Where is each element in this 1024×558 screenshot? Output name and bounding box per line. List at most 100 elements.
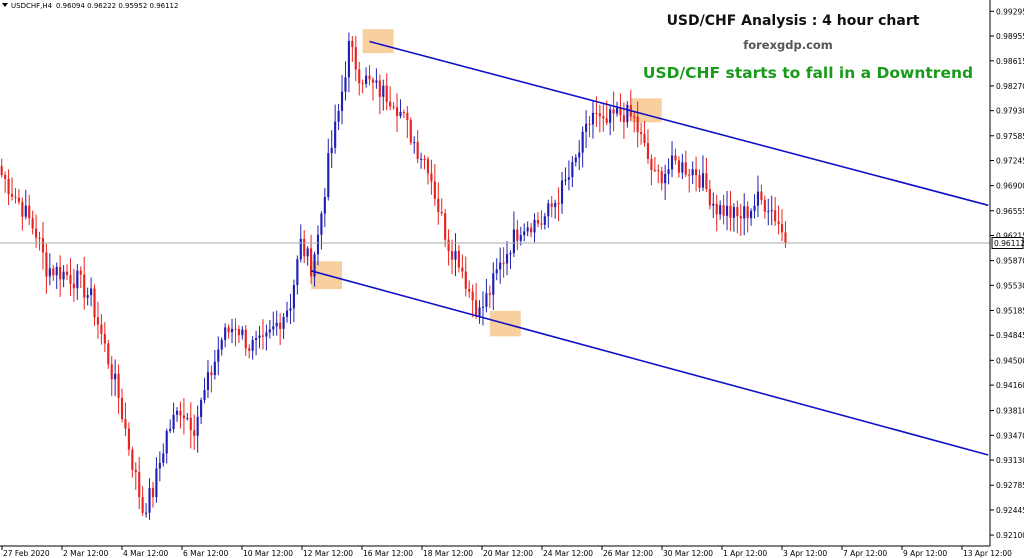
candle [695,156,698,192]
candle [86,287,89,306]
candle [285,301,289,323]
candle [430,159,433,195]
x-tick-label: 4 Mar 12:00 [123,549,169,558]
candle [492,262,495,310]
price-axis: 0.99295 0.98955 0.98615 0.98270 0.97930 0.975… [989,0,1024,546]
candle [182,398,185,435]
candle [560,171,564,214]
candle [581,126,584,168]
candle [55,262,58,290]
candle [567,160,570,191]
candle [344,61,347,101]
candle [523,223,526,242]
candle [505,241,509,276]
candle [241,326,244,340]
channel-line-1[interactable] [369,40,989,207]
candle [203,377,206,404]
candle [750,208,753,226]
candle [48,253,51,286]
candle [110,356,113,397]
candle [148,478,151,520]
y-tick-label: 0.98270 [996,82,1024,91]
candle [83,256,86,310]
candles [0,32,787,520]
candle [550,196,553,218]
time-axis: 27 Feb 2020 2 Mar 12:00 4 Mar 12:00 6 Mar 1… [0,545,1012,558]
candle [272,311,275,336]
candle [461,254,464,279]
candle [165,428,168,464]
candle [646,129,650,164]
candle [406,105,409,139]
candle [770,195,773,226]
candle [530,222,533,238]
candle [206,359,210,399]
candle [574,154,577,167]
candle [96,302,100,339]
candle [688,168,691,193]
candle [334,104,337,154]
candle [725,190,729,231]
channel-line-2[interactable] [310,270,989,456]
candle [330,130,333,169]
candle [79,266,82,289]
candle [72,268,75,302]
candle [134,462,137,490]
candle [485,278,488,313]
candle [76,264,79,300]
candle [468,280,471,298]
candle [196,405,199,453]
y-tick-label: 0.94160 [996,381,1024,390]
y-tick-label: 0.95870 [996,257,1024,266]
candle [169,419,172,434]
candle [526,221,529,237]
candle [90,277,93,307]
y-tick-label: 0.99295 [996,7,1024,16]
channel-lines [310,40,989,456]
candle [395,93,399,133]
candle [557,187,560,222]
candle [378,74,381,115]
candle [265,324,268,351]
candle [193,414,196,450]
candle [753,194,756,219]
candle [626,101,629,128]
candle [375,68,378,89]
candle [444,209,447,248]
candle [660,166,663,191]
candle [107,339,110,369]
candle [609,105,612,136]
candle [282,312,285,340]
candle [303,230,306,263]
candle [674,148,677,165]
candle [385,73,388,111]
candle [220,337,223,356]
candle [368,65,371,86]
candle [93,284,96,326]
y-tick-label: 0.95185 [996,306,1024,315]
candle [739,203,742,236]
candle [296,255,299,295]
candle [365,67,368,88]
candle [244,325,247,356]
candle [585,110,588,148]
x-tick-label: 1 Apr 12:00 [723,549,767,558]
y-tick-label: 0.93810 [996,407,1024,416]
candle [65,264,69,280]
candle [554,199,557,219]
candle [124,402,127,437]
candle [268,319,271,339]
chevron-down-icon [2,3,8,7]
y-tick-label: 0.97930 [996,107,1024,116]
candle [691,161,694,184]
y-tick-label: 0.96555 [996,207,1024,216]
candle [213,349,216,380]
candle [784,221,787,249]
candle [402,109,405,119]
candle [437,182,440,225]
candle [732,203,735,232]
candle [591,101,595,139]
candle [413,136,416,154]
y-tick-label: 0.93130 [996,456,1024,465]
